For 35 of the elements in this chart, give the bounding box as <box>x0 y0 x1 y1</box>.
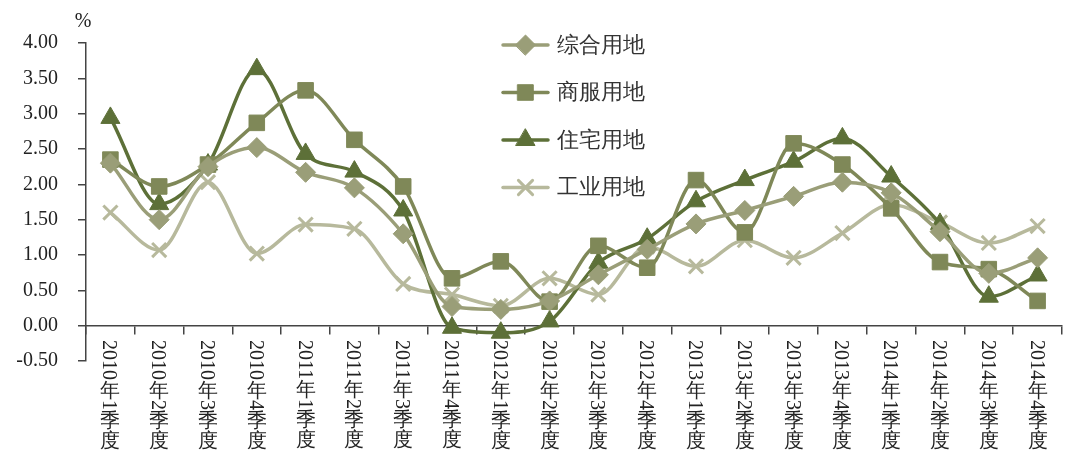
y-tick-label: 1.50 <box>23 206 58 229</box>
x-tick-label: 2013年2季度 <box>733 339 756 451</box>
y-tick-label: 2.00 <box>23 171 58 194</box>
x-tick-label: 2010年4季度 <box>245 339 268 451</box>
x-tick-label: 2012年3季度 <box>587 339 610 451</box>
x-tick-label: 2013年3季度 <box>782 339 805 451</box>
x-tick-label: 2011年1季度 <box>294 339 317 450</box>
x-tick-label: 2013年4季度 <box>831 339 854 451</box>
x-tick-label: 2011年2季度 <box>343 339 366 450</box>
y-tick-label: 0.50 <box>23 277 58 300</box>
y-axis-title: % <box>74 9 92 32</box>
x-tick-label: 2014年3季度 <box>977 339 1000 451</box>
legend-label: 商服用地 <box>557 79 645 105</box>
x-tick-label: 2012年4季度 <box>636 339 659 451</box>
x-tick-label: 2010年2季度 <box>148 339 171 451</box>
y-tick-label: 4.00 <box>23 30 58 53</box>
x-tick-label: 2013年1季度 <box>685 339 707 451</box>
y-tick-label: 0.00 <box>23 312 58 335</box>
y-tick-label: 3.50 <box>23 65 58 88</box>
x-tick-label: 2014年2季度 <box>929 339 951 451</box>
legend-label: 住宅用地 <box>556 126 645 152</box>
legend-label: 工业用地 <box>557 174 645 200</box>
x-tick-label: 2011年3季度 <box>392 339 415 450</box>
x-tick-label: 2010年3季度 <box>197 339 219 451</box>
x-tick-label: 2014年4季度 <box>1026 339 1049 451</box>
y-tick-label: 2.50 <box>23 136 58 159</box>
y-tick-label: -0.50 <box>16 348 58 371</box>
x-tick-label: 2012年2季度 <box>538 339 561 451</box>
x-tick-label: 2010年1季度 <box>99 339 122 451</box>
x-tick-label: 2014年1季度 <box>880 339 903 451</box>
y-tick-label: 1.00 <box>23 242 58 265</box>
y-tick-label: 3.00 <box>23 100 58 123</box>
x-tick-label: 2012年1季度 <box>489 339 512 451</box>
legend-label: 综合用地 <box>557 31 645 57</box>
x-tick-label: 2011年4季度 <box>441 339 463 450</box>
